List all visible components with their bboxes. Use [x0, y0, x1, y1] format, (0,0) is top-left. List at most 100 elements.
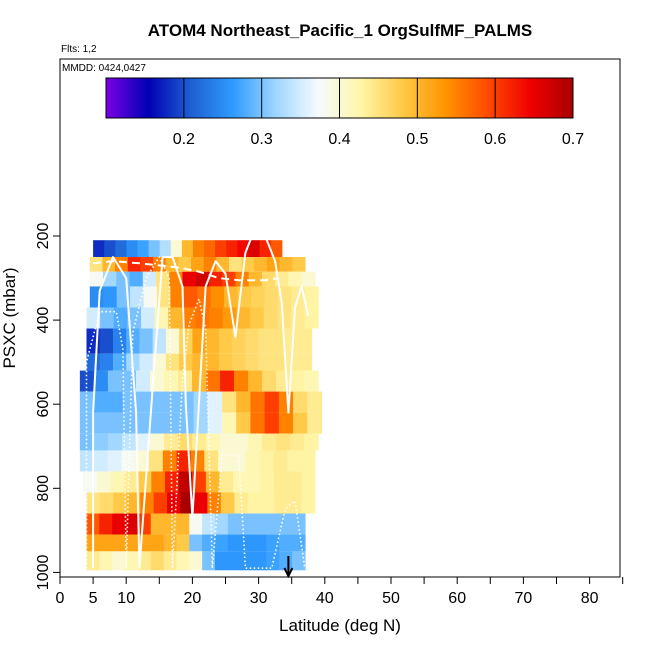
heatmap-cell [148, 240, 161, 258]
heatmap-cell [163, 534, 178, 552]
heatmap-cell [253, 513, 267, 535]
heatmap-cell [153, 492, 168, 514]
heatmap-cell [165, 353, 180, 371]
heatmap-cell [107, 450, 122, 472]
heatmap-cell [250, 391, 266, 413]
y-tick-label: 800 [35, 475, 52, 502]
heatmap-cell [206, 433, 221, 451]
heatmap-cell [163, 433, 179, 451]
heatmap-cell [99, 551, 113, 571]
heatmap-cell [250, 412, 266, 434]
heatmap-cell [248, 240, 261, 258]
heatmap-cell [264, 391, 280, 413]
heatmap-cell [93, 370, 109, 392]
heatmap-cell [136, 391, 152, 413]
x-tick-label: 5 [89, 590, 98, 607]
heatmap-cell [240, 534, 255, 552]
heatmap-cell [193, 412, 209, 434]
heatmap-cell [290, 370, 305, 392]
heatmap-cell [94, 391, 109, 413]
y-axis-label: PSXC (mbar) [0, 267, 19, 368]
heatmap-cell [218, 328, 233, 354]
mmdd-label: MMDD: 0424,0427 [62, 63, 146, 74]
heatmap-cell [149, 433, 165, 451]
heatmap-cell [151, 471, 166, 493]
heatmap-cell [126, 328, 141, 354]
heatmap-cell [205, 328, 220, 354]
heatmap-cell [135, 433, 151, 451]
heatmap-cell [304, 286, 319, 308]
heatmap-cell [304, 370, 319, 392]
heatmap-cell [124, 471, 139, 493]
y-tick-label: 1000 [35, 555, 52, 591]
colorbar-tick-label: 0.7 [562, 131, 584, 148]
heatmap-cell [137, 240, 150, 258]
heatmap-cell [89, 271, 104, 287]
heatmap-cell [121, 450, 136, 472]
heatmap-cell [287, 450, 302, 472]
heatmap-cell [176, 450, 192, 472]
x-tick-label: 50 [382, 590, 400, 607]
heatmap-cell [121, 433, 137, 451]
heatmap-cell [126, 240, 139, 258]
heatmap-cell [139, 353, 154, 371]
heatmap-cell [79, 370, 95, 392]
heatmap-cell [220, 370, 235, 392]
heatmap-cell [94, 412, 109, 434]
heatmap-cell [221, 391, 237, 413]
heatmap-cell [248, 370, 263, 392]
heatmap-cell [191, 257, 205, 272]
heatmap-cell [240, 551, 255, 571]
heatmap-cell [220, 492, 235, 514]
heatmap-cell [206, 370, 221, 392]
heatmap-cell [254, 257, 268, 272]
heatmap-cell [179, 353, 193, 371]
heatmap-cell [162, 450, 178, 472]
heatmap-cell [279, 551, 293, 571]
heatmap-cell [304, 433, 319, 451]
heatmap-cell [79, 450, 95, 472]
heatmap-cell [278, 391, 294, 413]
heatmap-cell [79, 391, 95, 413]
heatmap-cell [125, 551, 139, 571]
heatmap-cell [104, 240, 116, 258]
heatmap-cell [245, 328, 260, 354]
heatmap-cell [220, 433, 235, 451]
heatmap-cell [279, 534, 293, 552]
heatmap-cell [99, 353, 114, 371]
colorbar-tick-label: 0.4 [328, 131, 350, 148]
heatmap-cell [179, 328, 193, 354]
heatmap-cell [236, 412, 252, 434]
heatmap-cell [170, 286, 185, 308]
heatmap-cell [251, 286, 266, 308]
heatmap-cell [270, 240, 283, 258]
heatmap-cell [79, 433, 95, 451]
heatmap-cell [112, 328, 127, 354]
heatmap-cell [178, 257, 192, 272]
heatmap-cell [301, 471, 316, 493]
heatmap-cell [202, 534, 216, 552]
heatmap-cell [260, 471, 275, 493]
heatmap-cell [266, 513, 280, 535]
heatmap-cell [214, 534, 229, 552]
heatmap-cell [245, 450, 261, 472]
heatmap-cell [103, 286, 118, 308]
heatmap-cell [301, 450, 316, 472]
heatmap-cell [292, 513, 306, 535]
x-tick-label: 10 [117, 590, 135, 607]
heatmap-cell [150, 551, 165, 571]
heatmap-cell [165, 391, 180, 413]
heatmap-cell [307, 391, 323, 413]
flight-track-line [92, 260, 279, 282]
heatmap-cell [163, 370, 179, 392]
heatmap-cell [236, 307, 251, 329]
heatmap-cell [135, 370, 151, 392]
heatmap-cell [232, 353, 246, 371]
heatmap-cell [209, 307, 224, 329]
heatmap-cell [112, 513, 126, 535]
heatmap-cell [150, 534, 165, 552]
heatmap-cell [204, 240, 216, 258]
heatmap-cell [227, 513, 242, 535]
y-tick-label: 400 [35, 307, 52, 334]
heatmap-cell [83, 471, 98, 493]
